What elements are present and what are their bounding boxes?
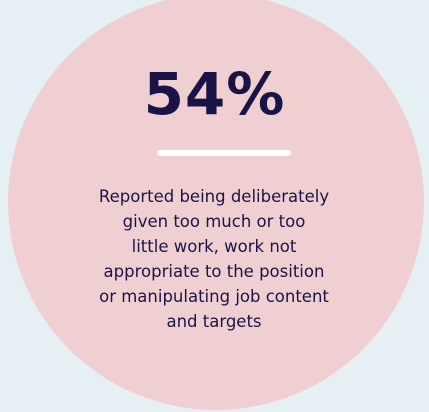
description-line: Reported being deliberately xyxy=(98,187,330,206)
description-line: and targets xyxy=(166,312,262,331)
stat-value: 54% xyxy=(143,60,286,128)
stat-description: Reported being deliberately given too mu… xyxy=(74,184,354,334)
divider-line xyxy=(157,150,291,156)
description-line: little work, work not xyxy=(131,237,297,256)
description-line: or manipulating job content xyxy=(99,287,329,306)
stat-circle xyxy=(8,0,424,410)
description-line: appropriate to the position xyxy=(103,262,325,281)
description-line: given too much or too xyxy=(122,212,306,231)
